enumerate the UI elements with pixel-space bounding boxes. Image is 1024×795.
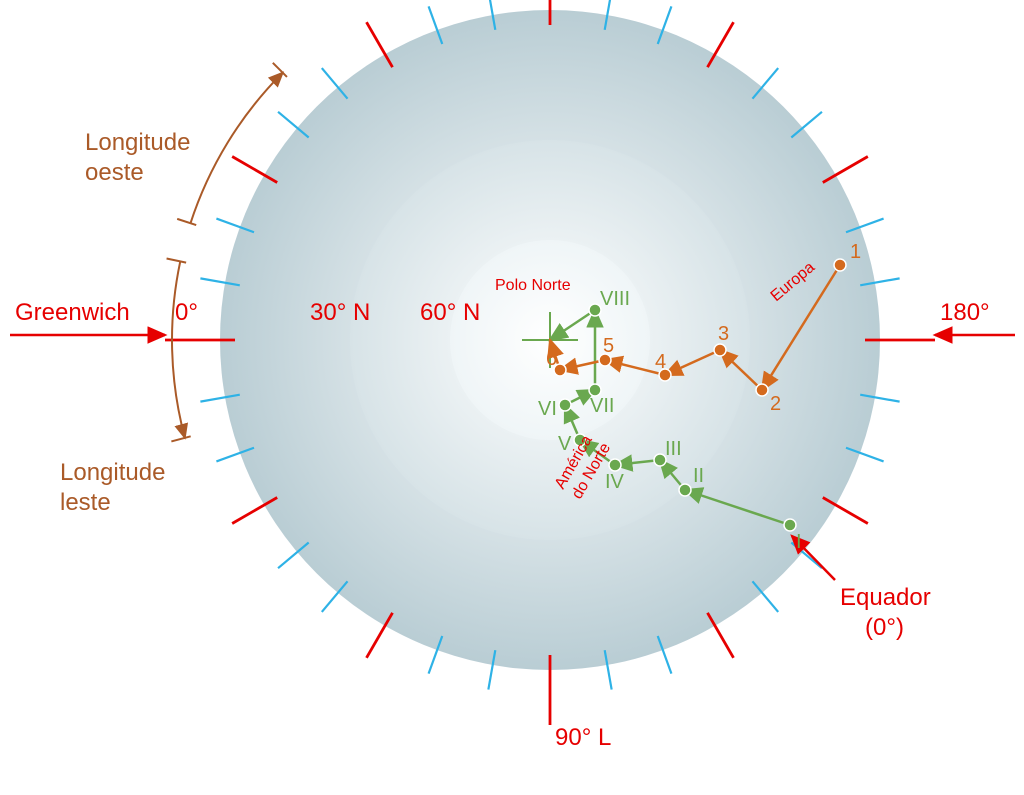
route-europa-node (756, 384, 768, 396)
label-equador2: (0°) (865, 614, 904, 641)
route-europa-node-label: 4 (655, 351, 666, 373)
route-america-node-label: VI (538, 398, 557, 420)
label-one80: 180° (940, 299, 990, 326)
route-europa-node (714, 344, 726, 356)
label-ninetyL: 90° L (555, 724, 611, 751)
label-polo: Polo Norte (495, 277, 571, 294)
route-europa-node-label: 1 (850, 241, 861, 263)
route-america-node-label: III (665, 438, 682, 460)
route-europa-node-label: 2 (770, 393, 781, 415)
route-europa-node-label: 6 (546, 348, 557, 370)
route-america-node-label: II (693, 465, 704, 487)
arc-end-tick (167, 258, 187, 262)
route-america-node-label: VII (590, 395, 614, 417)
route-europa-node-label: 5 (603, 335, 614, 357)
route-america-node-label: IV (605, 471, 625, 493)
label-long_oeste1: Longitude (85, 129, 190, 156)
route-america-node-label: I (796, 531, 802, 553)
route-europa-node-label: 3 (718, 323, 729, 345)
route-america-node (679, 484, 691, 496)
label-long_leste2: leste (60, 489, 111, 516)
route-europa-node (834, 259, 846, 271)
label-sixtyN: 60° N (420, 299, 480, 326)
route-america-node (609, 459, 621, 471)
arc-longitude-oeste (172, 261, 185, 437)
arc-end-tick (177, 219, 196, 225)
label-long_oeste2: oeste (85, 159, 144, 186)
label-zero_deg: 0° (175, 299, 198, 326)
label-greenwich: Greenwich (15, 299, 130, 326)
route-america-node (559, 399, 571, 411)
label-thirtyN: 30° N (310, 299, 370, 326)
label-long_leste1: Longitude (60, 459, 165, 486)
route-america-node-label: VIII (600, 288, 630, 310)
arc-end-tick (171, 436, 190, 441)
route-america-node (784, 519, 796, 531)
label-equador1: Equador (840, 584, 931, 611)
